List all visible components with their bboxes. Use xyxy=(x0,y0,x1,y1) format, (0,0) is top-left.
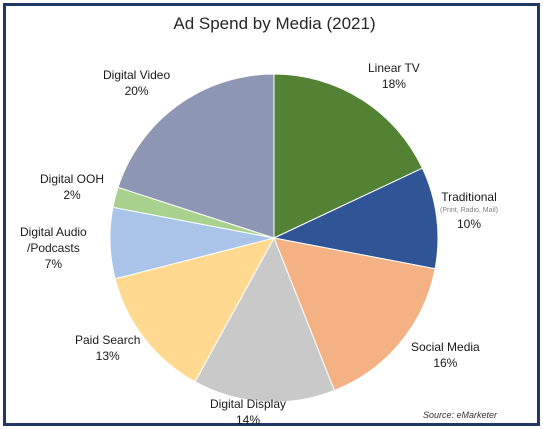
label-linear-tv: Linear TV 18% xyxy=(368,60,420,92)
label-digital-display-name: Digital Display xyxy=(210,397,287,411)
label-digital-display-value: 14% xyxy=(236,413,261,427)
label-traditional: Traditional (Print, Radio, Mail) 10% xyxy=(440,189,498,232)
label-digital-ooh-name: Digital OOH xyxy=(40,172,105,186)
label-social-media-value: 16% xyxy=(433,356,458,370)
pie-slice-linear-tv xyxy=(273,73,424,239)
pie-slice-social-media xyxy=(273,237,436,392)
pie-slice-digital-video xyxy=(117,73,275,239)
label-digital-audio-name: Digital Audio xyxy=(20,225,87,239)
label-linear-tv-value: 18% xyxy=(381,77,406,91)
label-digital-audio-value: 7% xyxy=(44,257,63,271)
label-digital-audio-name-2: /Podcasts xyxy=(27,241,80,255)
label-traditional-sublabel: (Print, Radio, Mail) xyxy=(440,207,498,214)
label-digital-ooh-value: 2% xyxy=(63,188,81,202)
label-digital-audio: Digital Audio /Podcasts 7% xyxy=(20,224,87,272)
label-linear-tv-name: Linear TV xyxy=(368,61,420,75)
chart-frame: Ad Spend by Media (2021) Linear TV 18% T… xyxy=(3,3,540,428)
label-paid-search: Paid Search 13% xyxy=(75,332,140,364)
label-social-media: Social Media 16% xyxy=(411,339,480,371)
label-traditional-name: Traditional xyxy=(441,190,497,204)
label-paid-search-value: 13% xyxy=(95,349,120,363)
label-digital-ooh: Digital OOH 2% xyxy=(40,171,104,203)
label-paid-search-name: Paid Search xyxy=(75,333,141,347)
pie-slice-digital-display xyxy=(194,236,336,403)
label-digital-video-value: 20% xyxy=(124,84,149,98)
pie-slice-traditional xyxy=(272,167,439,270)
label-traditional-value: 10% xyxy=(456,217,481,231)
label-digital-video-name: Digital Video xyxy=(103,68,171,82)
pie-chart xyxy=(109,73,439,403)
chart-title: Ad Spend by Media (2021) xyxy=(173,14,376,33)
source-note: Source: eMarketer xyxy=(422,410,497,420)
pie-slice-paid-search xyxy=(114,237,275,383)
label-digital-display: Digital Display 14% xyxy=(210,396,286,428)
label-digital-video: Digital Video 20% xyxy=(103,67,170,99)
label-social-media-name: Social Media xyxy=(411,340,480,354)
